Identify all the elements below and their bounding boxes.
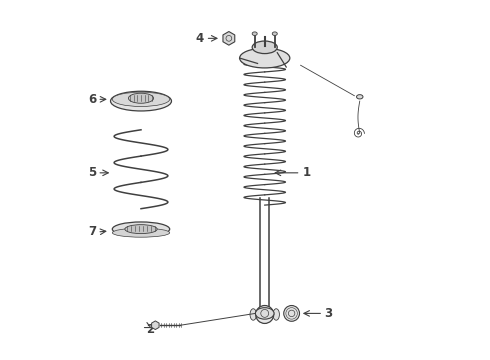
Text: 7: 7 <box>88 225 96 238</box>
Ellipse shape <box>128 93 153 103</box>
Polygon shape <box>223 32 235 45</box>
Ellipse shape <box>112 228 170 237</box>
Ellipse shape <box>252 32 257 36</box>
Text: 1: 1 <box>302 166 311 179</box>
Text: 4: 4 <box>196 32 204 45</box>
Text: 2: 2 <box>146 323 154 336</box>
Ellipse shape <box>273 309 279 320</box>
Ellipse shape <box>250 309 256 320</box>
Text: 5: 5 <box>88 166 96 179</box>
Text: 3: 3 <box>324 307 332 320</box>
Polygon shape <box>151 321 159 329</box>
Ellipse shape <box>252 41 277 54</box>
Ellipse shape <box>125 225 157 234</box>
Text: 6: 6 <box>88 93 96 106</box>
Ellipse shape <box>112 222 170 236</box>
Circle shape <box>256 306 274 323</box>
Ellipse shape <box>242 58 288 65</box>
Ellipse shape <box>272 32 277 36</box>
Ellipse shape <box>357 95 363 99</box>
Ellipse shape <box>240 48 290 68</box>
Ellipse shape <box>112 92 170 107</box>
Circle shape <box>284 306 299 321</box>
Ellipse shape <box>111 91 172 111</box>
Ellipse shape <box>255 308 274 319</box>
